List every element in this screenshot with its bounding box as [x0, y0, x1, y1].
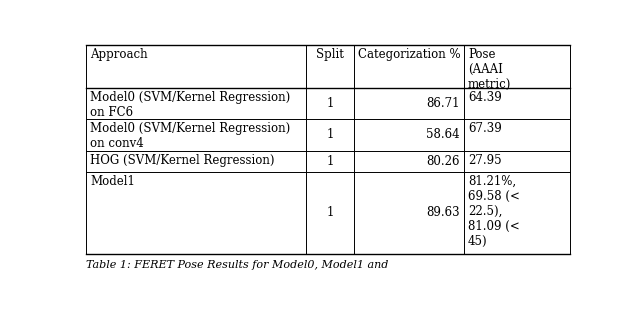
Text: 67.39: 67.39: [468, 122, 502, 135]
Text: 64.39: 64.39: [468, 91, 502, 104]
Text: Approach: Approach: [90, 48, 148, 61]
Text: 27.95: 27.95: [468, 154, 502, 167]
Text: 89.63: 89.63: [426, 206, 460, 219]
Text: 58.64: 58.64: [426, 128, 460, 142]
Text: Model0 (SVM/Kernel Regression)
on FC6: Model0 (SVM/Kernel Regression) on FC6: [90, 91, 290, 119]
Text: 81.21%,
69.58 (<
22.5),
81.09 (<
45): 81.21%, 69.58 (< 22.5), 81.09 (< 45): [468, 175, 520, 248]
Text: 80.26: 80.26: [427, 155, 460, 168]
Text: 86.71: 86.71: [427, 97, 460, 110]
Text: Model0 (SVM/Kernel Regression)
on conv4: Model0 (SVM/Kernel Regression) on conv4: [90, 122, 290, 150]
Text: HOG (SVM/Kernel Regression): HOG (SVM/Kernel Regression): [90, 154, 275, 167]
Text: Categorization %: Categorization %: [358, 48, 460, 61]
Text: 1: 1: [326, 97, 333, 110]
Text: Pose
(AAAI
metric): Pose (AAAI metric): [468, 48, 511, 91]
Text: Table 1: FERET Pose Results for Model0, Model1 and: Table 1: FERET Pose Results for Model0, …: [86, 260, 388, 270]
Text: 1: 1: [326, 155, 333, 168]
Text: Split: Split: [316, 48, 344, 61]
Text: Model1: Model1: [90, 175, 135, 188]
Text: 1: 1: [326, 206, 333, 219]
Text: 1: 1: [326, 128, 333, 142]
